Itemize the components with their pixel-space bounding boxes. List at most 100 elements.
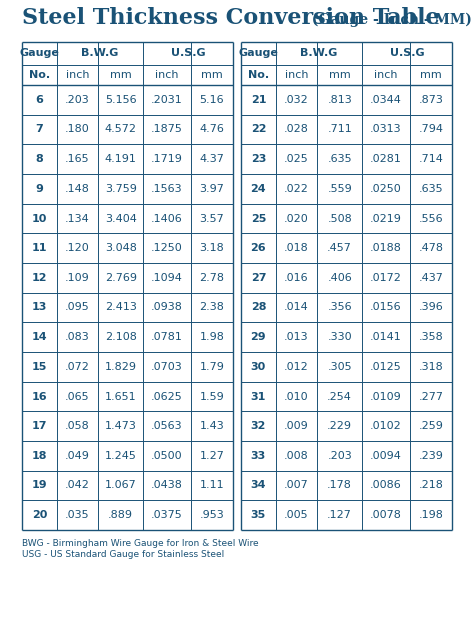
Text: 1.11: 1.11 <box>200 480 224 490</box>
Text: .259: .259 <box>419 421 443 431</box>
Text: mm: mm <box>110 70 131 80</box>
Text: .457: .457 <box>327 243 352 253</box>
Text: 12: 12 <box>32 273 47 283</box>
Text: .1250: .1250 <box>151 243 183 253</box>
Text: 4.37: 4.37 <box>200 154 224 164</box>
Text: .083: .083 <box>65 332 90 342</box>
Text: .478: .478 <box>419 243 443 253</box>
Text: .072: .072 <box>65 362 90 372</box>
Text: .406: .406 <box>327 273 352 283</box>
Text: 29: 29 <box>251 332 266 342</box>
Text: 34: 34 <box>251 480 266 490</box>
Text: 1.79: 1.79 <box>200 362 224 372</box>
Text: .007: .007 <box>284 480 309 490</box>
Text: inch: inch <box>374 70 398 80</box>
Text: .330: .330 <box>328 332 352 342</box>
Text: 4.572: 4.572 <box>105 125 137 135</box>
Text: 6: 6 <box>36 95 43 105</box>
Text: .0141: .0141 <box>370 332 402 342</box>
Text: .953: .953 <box>200 510 224 520</box>
Text: 17: 17 <box>32 421 47 431</box>
Text: 9: 9 <box>36 184 43 194</box>
Text: .120: .120 <box>65 243 90 253</box>
Text: .0219: .0219 <box>370 214 402 224</box>
Text: 2.413: 2.413 <box>105 303 137 312</box>
Text: .0938: .0938 <box>151 303 183 312</box>
Text: .356: .356 <box>328 303 352 312</box>
Text: U.S.G: U.S.G <box>171 49 205 59</box>
Text: .020: .020 <box>284 214 309 224</box>
Text: 10: 10 <box>32 214 47 224</box>
Text: .0375: .0375 <box>151 510 183 520</box>
Text: .009: .009 <box>284 421 309 431</box>
Text: .1719: .1719 <box>151 154 183 164</box>
Text: 1.98: 1.98 <box>200 332 224 342</box>
Text: .0109: .0109 <box>370 391 402 401</box>
Text: .0500: .0500 <box>151 451 183 461</box>
Text: .711: .711 <box>327 125 352 135</box>
Text: 11: 11 <box>32 243 47 253</box>
Text: inch: inch <box>285 70 308 80</box>
Text: 15: 15 <box>32 362 47 372</box>
Text: .813: .813 <box>327 95 352 105</box>
Text: .1406: .1406 <box>151 214 183 224</box>
Text: 23: 23 <box>251 154 266 164</box>
Text: .178: .178 <box>327 480 352 490</box>
Text: .018: .018 <box>284 243 309 253</box>
Text: 28: 28 <box>251 303 266 312</box>
Text: .358: .358 <box>419 332 443 342</box>
Text: .1563: .1563 <box>151 184 183 194</box>
Text: .042: .042 <box>65 480 90 490</box>
Text: .239: .239 <box>419 451 443 461</box>
Text: .0344: .0344 <box>370 95 402 105</box>
Text: 3.759: 3.759 <box>105 184 137 194</box>
Text: .873: .873 <box>419 95 443 105</box>
Text: 1.245: 1.245 <box>105 451 137 461</box>
Text: USG - US Standard Gauge for Stainless Steel: USG - US Standard Gauge for Stainless St… <box>22 550 224 559</box>
Text: 35: 35 <box>251 510 266 520</box>
Text: .035: .035 <box>65 510 90 520</box>
Text: No.: No. <box>248 70 269 80</box>
Text: 20: 20 <box>32 510 47 520</box>
Text: .165: .165 <box>65 154 90 164</box>
Text: .0250: .0250 <box>370 184 402 194</box>
Text: 26: 26 <box>251 243 266 253</box>
Text: .180: .180 <box>65 125 90 135</box>
Text: .635: .635 <box>419 184 443 194</box>
Text: mm: mm <box>201 70 223 80</box>
Text: 2.769: 2.769 <box>105 273 137 283</box>
Text: 1.829: 1.829 <box>105 362 137 372</box>
Text: .065: .065 <box>65 391 90 401</box>
Text: 33: 33 <box>251 451 266 461</box>
Text: .013: .013 <box>284 332 309 342</box>
Text: 2.108: 2.108 <box>105 332 137 342</box>
Text: .109: .109 <box>65 273 90 283</box>
Text: .229: .229 <box>327 421 352 431</box>
Text: 3.048: 3.048 <box>105 243 137 253</box>
Text: 31: 31 <box>251 391 266 401</box>
Text: 22: 22 <box>251 125 266 135</box>
Text: .0781: .0781 <box>151 332 183 342</box>
Text: 32: 32 <box>251 421 266 431</box>
Text: B.W.G: B.W.G <box>82 49 119 59</box>
Text: Gauge: Gauge <box>19 49 59 59</box>
Text: .032: .032 <box>284 95 309 105</box>
Text: (Gauge - Inch - MM): (Gauge - Inch - MM) <box>307 13 472 27</box>
Text: 30: 30 <box>251 362 266 372</box>
Text: .794: .794 <box>419 125 443 135</box>
Text: .714: .714 <box>419 154 443 164</box>
Text: inch: inch <box>65 70 89 80</box>
Text: .318: .318 <box>419 362 443 372</box>
Text: .437: .437 <box>419 273 443 283</box>
Text: .134: .134 <box>65 214 90 224</box>
Text: .1875: .1875 <box>151 125 183 135</box>
Text: .0172: .0172 <box>370 273 402 283</box>
Text: 16: 16 <box>32 391 47 401</box>
Text: 1.43: 1.43 <box>200 421 224 431</box>
Text: .305: .305 <box>328 362 352 372</box>
Text: .0078: .0078 <box>370 510 402 520</box>
Text: .0625: .0625 <box>151 391 183 401</box>
Text: mm: mm <box>420 70 442 80</box>
Text: .0086: .0086 <box>370 480 402 490</box>
Text: .058: .058 <box>65 421 90 431</box>
